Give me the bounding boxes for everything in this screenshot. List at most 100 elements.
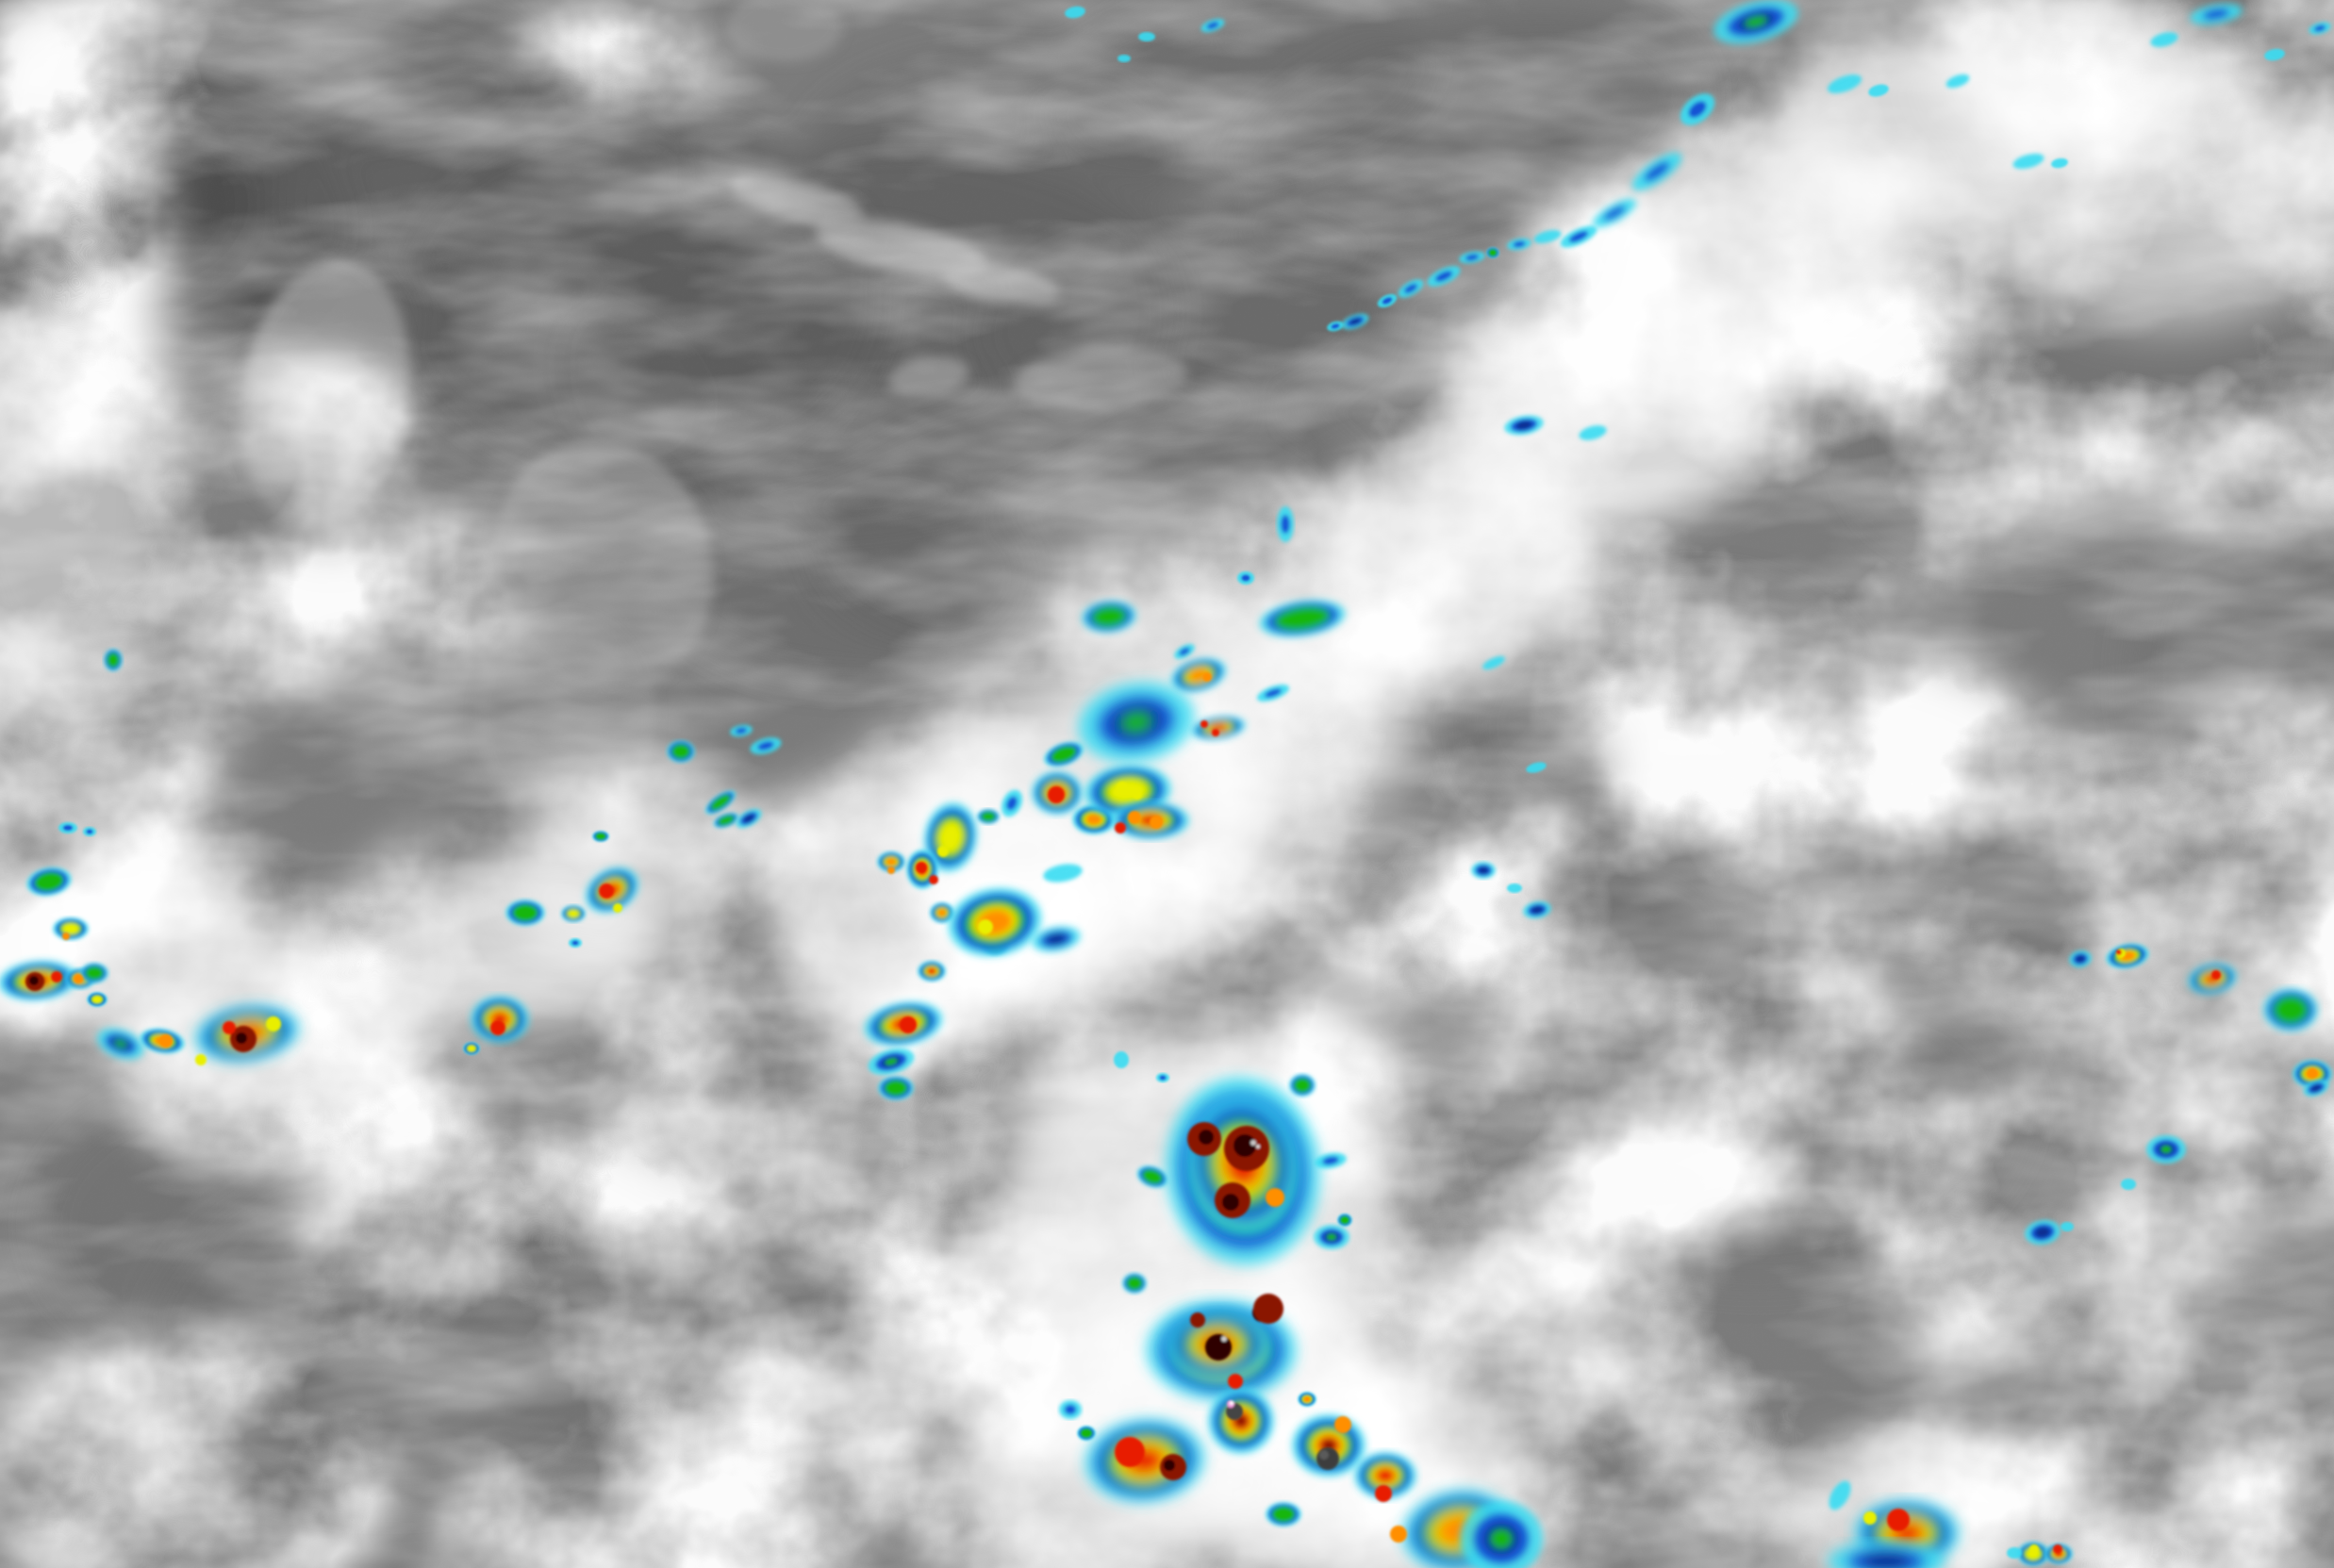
cell-core-dot <box>1375 1485 1392 1502</box>
cell-core-dot <box>1222 1194 1239 1211</box>
cyan-streak <box>569 938 582 948</box>
cell-core-dot <box>887 867 895 874</box>
blue-cold-cell <box>2146 1135 2186 1164</box>
blue-cold-cell <box>1471 862 1496 879</box>
cell-core-dot <box>29 976 39 985</box>
blue-cold-cell <box>1504 415 1544 436</box>
cell-core-dot <box>929 875 938 884</box>
cell-ring <box>62 824 74 832</box>
cyan-streak <box>2121 1179 2136 1190</box>
cyan-streak <box>1001 789 1023 817</box>
cyan-streak <box>1200 18 1225 33</box>
blue-cold-cell <box>2303 1080 2329 1097</box>
cell-ring <box>1513 240 1526 248</box>
cell-core-dot <box>1164 1460 1175 1471</box>
cell-ring <box>1121 711 1151 734</box>
cell-ring <box>757 741 774 751</box>
cyan-streak <box>2051 157 2068 169</box>
cyan-streak <box>58 822 77 834</box>
cell-ring <box>2051 157 2068 169</box>
cyan-streak <box>1277 506 1294 542</box>
cell-ring <box>467 1045 476 1052</box>
convective-cell <box>977 809 1000 824</box>
cell-ring <box>2202 8 2230 20</box>
cyan-streak <box>1256 684 1290 702</box>
cell-ring <box>1829 1480 1851 1510</box>
cyan-streak <box>1117 55 1131 62</box>
cyan-streak <box>1579 425 1607 440</box>
cyan-streak <box>1059 1400 1082 1419</box>
cell-ring <box>1382 297 1393 305</box>
cell-core-dot <box>2211 970 2221 980</box>
cyan-streak <box>1482 655 1505 670</box>
cyan-streak <box>1315 1152 1347 1169</box>
cyan-streak <box>2264 48 2285 61</box>
cell-ring <box>86 829 93 834</box>
convective-cell <box>104 649 123 671</box>
cell-ring <box>743 814 754 823</box>
cell-core-dot <box>599 883 614 899</box>
cell-ring <box>1868 84 1889 97</box>
convective-cell <box>2263 988 2318 1032</box>
cyan-streak <box>1427 266 1461 287</box>
cell-ring <box>1274 606 1331 631</box>
cell-ring <box>2160 1146 2172 1153</box>
cell-core-dot <box>1133 790 1142 800</box>
cell-ring <box>937 908 947 917</box>
cyan-streak <box>1680 93 1715 125</box>
cell-ring <box>61 923 80 934</box>
cell-core-dot <box>1863 1511 1877 1525</box>
cell-core-dot <box>2308 1068 2317 1078</box>
cell-ring <box>981 811 996 822</box>
cyan-streak <box>1398 279 1424 298</box>
cell-ring <box>107 652 120 668</box>
cell-ring <box>2061 1222 2074 1231</box>
cell-ring <box>2075 955 2086 963</box>
convective-cell <box>1354 1452 1416 1499</box>
cell-ring <box>1138 32 1155 41</box>
cell-ring <box>710 794 731 811</box>
cell-core-dots-layer <box>25 672 2317 1554</box>
convective-cell <box>463 1042 480 1055</box>
cell-core-dot <box>2029 1544 2039 1554</box>
cell-ring <box>1179 647 1190 656</box>
convective-cell <box>592 831 609 842</box>
cyan-streak <box>1377 293 1398 308</box>
convective-cell <box>667 740 695 763</box>
cell-ring <box>1064 1404 1077 1415</box>
cyan-streak <box>2061 1222 2074 1231</box>
convective-cell <box>505 900 545 926</box>
cell-core-dot <box>195 1054 207 1065</box>
convective-cell <box>1043 741 1084 767</box>
cyan-streak <box>83 827 96 836</box>
cyan-streak <box>730 724 753 737</box>
cell-ring <box>1404 283 1417 294</box>
cell-ring <box>34 872 64 891</box>
blue-cold-cell <box>2069 949 2092 968</box>
cyan-streak <box>1945 74 1970 89</box>
cell-ring <box>735 727 748 734</box>
cell-ring <box>1526 762 1547 773</box>
cyan-streak <box>1114 1051 1129 1068</box>
cell-ring <box>595 833 606 840</box>
cell-core-dot <box>51 971 62 982</box>
convective-cell <box>1266 1502 1301 1527</box>
cell-core-dot <box>1115 822 1126 834</box>
cell-core-dot <box>1190 1312 1205 1328</box>
cell-ring <box>1046 933 1067 945</box>
cell-ring <box>114 1039 127 1048</box>
cell-ring <box>1861 1552 1912 1568</box>
blue-cold-cell <box>1341 313 1369 330</box>
convective-cell <box>1077 1426 1096 1441</box>
convective-cell <box>878 1076 914 1100</box>
convective-cell <box>1259 600 1346 637</box>
cell-ring <box>1339 1215 1350 1225</box>
convective-cell <box>1082 600 1136 634</box>
cell-core-dot <box>1319 1450 1329 1460</box>
cell-ring <box>1142 1169 1163 1184</box>
cell-core-dot <box>266 1016 281 1032</box>
cell-ring <box>1303 1395 1311 1403</box>
cell-core-dot <box>1115 1437 1145 1467</box>
cell-ring <box>1080 1428 1093 1439</box>
